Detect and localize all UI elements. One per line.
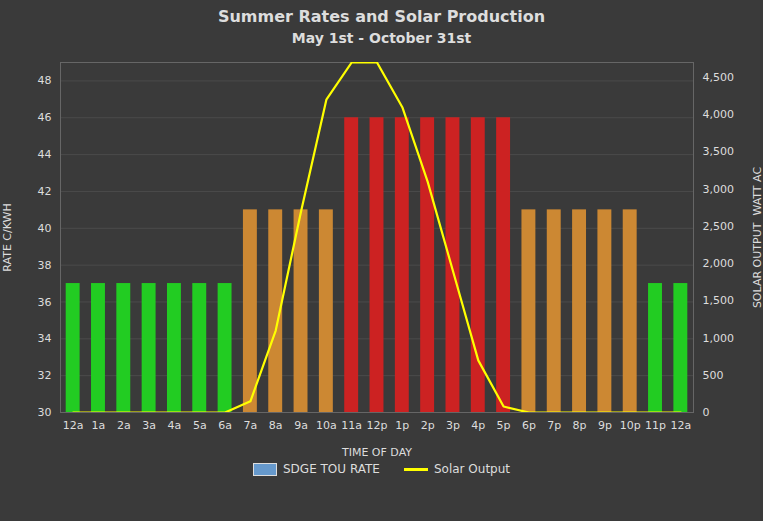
- svg-text:8p: 8p: [573, 419, 587, 432]
- svg-text:1p: 1p: [395, 419, 409, 432]
- svg-text:11a: 11a: [341, 419, 362, 432]
- svg-text:12p: 12p: [367, 419, 388, 432]
- svg-text:34: 34: [38, 332, 52, 345]
- svg-text:36: 36: [38, 295, 52, 308]
- svg-text:12a: 12a: [63, 419, 84, 432]
- svg-text:4a: 4a: [168, 419, 182, 432]
- svg-text:3p: 3p: [446, 419, 460, 432]
- svg-text:11p: 11p: [645, 419, 666, 432]
- svg-text:10a: 10a: [316, 419, 337, 432]
- svg-text:1,500: 1,500: [703, 294, 735, 307]
- svg-text:30: 30: [38, 406, 52, 419]
- svg-text:2,500: 2,500: [703, 220, 735, 233]
- svg-text:48: 48: [38, 74, 52, 87]
- svg-text:3a: 3a: [142, 419, 156, 432]
- svg-text:9p: 9p: [598, 419, 612, 432]
- svg-text:4,000: 4,000: [703, 108, 735, 121]
- html-text:Summer Rates and Solar Product: Summer Rates and Solar Production: [217, 7, 546, 26]
- svg-text:RATE C/KWH: RATE C/KWH: [1, 203, 14, 271]
- svg-text:4,500: 4,500: [703, 71, 735, 84]
- svg-text:3,500: 3,500: [703, 145, 735, 158]
- svg-text:10p: 10p: [620, 419, 641, 432]
- svg-text:7a: 7a: [244, 419, 258, 432]
- svg-text:6p: 6p: [522, 419, 536, 432]
- svg-text:2,000: 2,000: [703, 257, 735, 270]
- svg-text:5p: 5p: [497, 419, 511, 432]
- svg-text:40: 40: [38, 222, 52, 235]
- svg-text:6a: 6a: [218, 419, 232, 432]
- svg-text:7p: 7p: [547, 419, 561, 432]
- svg-text:5a: 5a: [193, 419, 207, 432]
- svg-text:46: 46: [38, 111, 52, 124]
- svg-text:2p: 2p: [421, 419, 435, 432]
- svg-text:8a: 8a: [269, 419, 283, 432]
- html-text:SDGE TOU RATE: SDGE TOU RATE: [283, 462, 380, 476]
- svg-text:500: 500: [703, 369, 724, 382]
- svg-text:42: 42: [38, 185, 52, 198]
- svg-text:9a: 9a: [294, 419, 308, 432]
- svg-text:TIME OF DAY: TIME OF DAY: [341, 446, 412, 459]
- svg-text:12a: 12a: [670, 419, 691, 432]
- svg-text:32: 32: [38, 369, 52, 382]
- svg-text:1a: 1a: [92, 419, 106, 432]
- svg-text:SOLAR OUTPUT WATT AC: SOLAR OUTPUT WATT AC: [751, 167, 763, 309]
- svg-text:2a: 2a: [117, 419, 131, 432]
- html-text:Solar Output: Solar Output: [433, 462, 510, 476]
- html-text:May 1st - October 31st: May 1st - October 31st: [291, 30, 472, 46]
- svg-text:1,000: 1,000: [703, 332, 735, 345]
- svg-text:0: 0: [703, 406, 710, 419]
- svg-text:3,000: 3,000: [703, 183, 735, 196]
- svg-text:38: 38: [38, 259, 52, 272]
- svg-text:44: 44: [38, 148, 52, 161]
- svg-text:4p: 4p: [471, 419, 485, 432]
